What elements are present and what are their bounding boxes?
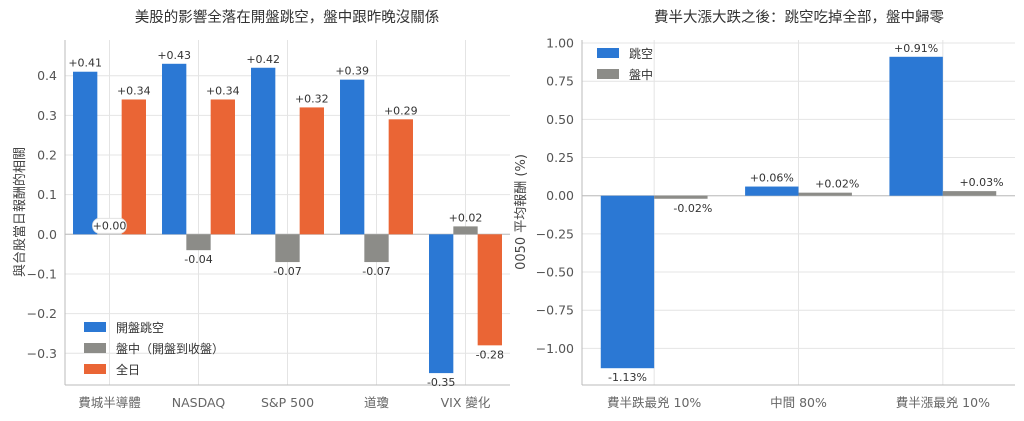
left-ytick-label: 0.0 (37, 227, 57, 242)
right-ytick-label: −0.75 (536, 303, 574, 318)
right-xtick-label: 費半跌最兇 10% (607, 395, 701, 410)
right-bar-80-s0 (745, 186, 799, 196)
left-data-label: +0.39 (335, 65, 369, 78)
left-data-label: +0.00 (93, 219, 127, 232)
right-ytick-label: −1.00 (536, 341, 574, 356)
left-bar--s2 (388, 119, 413, 235)
right-data-labels: -1.13% +0.06% +0.91% -0.02% +0.02% +0.03% (608, 42, 1004, 384)
left-data-label: -0.07 (273, 265, 301, 278)
left-data-label: +0.02 (449, 211, 483, 224)
right-xtick-label: 中間 80% (770, 395, 827, 410)
left-chart-title: 美股的影響全落在開盤跳空，盤中跟昨晚沒關係 (135, 8, 440, 26)
left-data-label: -0.07 (362, 265, 390, 278)
left-y-axis-label: 與台股當日報酬的相關 (12, 147, 28, 277)
left-data-label: +0.32 (295, 92, 329, 105)
right-legend-label: 盤中 (629, 67, 653, 82)
left-legend-label: 盤中（開盤到收盤） (116, 341, 224, 356)
right-bars (600, 56, 997, 369)
left-data-label: -0.04 (184, 253, 212, 266)
left-bar-vix-s2 (477, 234, 502, 346)
left-data-label: -0.28 (476, 348, 504, 361)
left-chart: 美股的影響全落在開盤跳空，盤中跟昨晚沒關係 0.4 0.3 0.2 0.1 0.0 −0.… (12, 8, 510, 410)
left-tick-labels: 0.4 0.3 0.2 0.1 0.0 −0.1 −0.2 −0.3 費城半導體 NASDAQ S&… (27, 68, 491, 410)
left-data-label: +0.34 (117, 84, 151, 97)
left-ytick-label: 0.4 (37, 68, 57, 83)
left-label-box (92, 217, 127, 234)
left-bar-s-p-500-s1 (275, 234, 300, 263)
right-data-label: +0.91% (894, 42, 938, 55)
left-bar-nasdaq-s1 (186, 234, 211, 251)
right-data-label: +0.06% (750, 172, 794, 185)
right-data-label: -0.02% (673, 202, 712, 215)
right-bar-80-s1 (798, 192, 852, 196)
right-chart-title: 費半大漲大跌之後：跳空吃掉全部，盤中歸零 (654, 8, 944, 26)
right-data-label: +0.02% (815, 178, 859, 191)
left-axes (64, 40, 510, 386)
left-xtick-label: 費城半導體 (78, 395, 141, 410)
right-ytick-label: 0.25 (546, 150, 574, 165)
left-ytick-label: 0.3 (37, 108, 57, 123)
right-data-label: +0.03% (959, 176, 1003, 189)
right-ytick-label: 0.00 (546, 188, 574, 203)
left-data-label: +0.29 (384, 104, 418, 117)
right-bar-10-s1 (654, 195, 708, 199)
left-bar-nasdaq-s0 (162, 63, 187, 235)
left-bar--s1 (364, 234, 389, 263)
right-legend-swatch (597, 69, 619, 79)
left-bar--s2 (121, 99, 146, 235)
left-ytick-label: 0.1 (37, 187, 57, 202)
right-ytick-label: 0.50 (546, 112, 574, 127)
right-bar-10-s0 (600, 195, 655, 369)
right-ytick-label: 0.75 (546, 74, 574, 89)
left-xtick-label: VIX 變化 (441, 395, 491, 410)
left-xtick-label: S&P 500 (261, 395, 314, 410)
left-bar-s-p-500-s0 (251, 67, 276, 235)
left-data-label: -0.35 (427, 376, 455, 389)
left-bar--s0 (340, 79, 365, 235)
right-legend-swatch (597, 48, 619, 58)
left-ytick-label: −0.3 (27, 346, 57, 361)
right-xtick-label: 費半漲最兇 10% (896, 395, 990, 410)
left-legend-swatch (84, 364, 106, 374)
right-ytick-label: −0.50 (536, 265, 574, 280)
left-bar-vix-s1 (453, 226, 478, 235)
left-data-label: +0.34 (206, 84, 240, 97)
right-chart: 費半大漲大跌之後：跳空吃掉全部，盤中歸零 1.00 0.75 0.50 0.25 0.0… (514, 8, 1015, 410)
left-bar-vix-s0 (429, 234, 454, 374)
left-data-label: +0.43 (157, 49, 191, 62)
left-legend-label: 開盤跳空 (116, 321, 164, 335)
right-bar-10-s1 (942, 191, 997, 196)
left-xtick-label: NASDAQ (172, 395, 226, 410)
right-ytick-label: −0.25 (536, 226, 574, 241)
left-ytick-label: −0.1 (27, 266, 57, 281)
left-legend-swatch (84, 322, 106, 332)
right-axes (581, 40, 1015, 386)
left-ytick-label: −0.2 (27, 306, 57, 321)
right-tick-labels: 1.00 0.75 0.50 0.25 0.00 −0.25 −0.50 −0.75 −1.00… (536, 36, 990, 410)
left-bar--s0 (73, 71, 98, 235)
left-data-labels: +0.41 +0.43 +0.42 +0.39 -0.35 +0.00 -0.04 -0.07… (68, 49, 504, 389)
right-ytick-label: 1.00 (546, 36, 574, 51)
left-bars (73, 63, 502, 374)
left-xtick-label: 道瓊 (364, 395, 390, 410)
left-data-label: +0.42 (246, 53, 280, 66)
left-data-label: +0.41 (68, 57, 102, 70)
right-y-axis-label: 0050 平均報酬 (%) (514, 154, 529, 270)
right-legend-label: 跳空 (629, 47, 653, 61)
right-data-label: -1.13% (608, 371, 647, 384)
left-bar-nasdaq-s2 (210, 99, 235, 235)
right-bar-10-s0 (889, 56, 943, 196)
left-bar-s-p-500-s2 (299, 107, 324, 235)
left-legend-swatch (84, 343, 106, 353)
left-ytick-label: 0.2 (37, 148, 57, 163)
left-legend-label: 全日 (116, 362, 140, 377)
